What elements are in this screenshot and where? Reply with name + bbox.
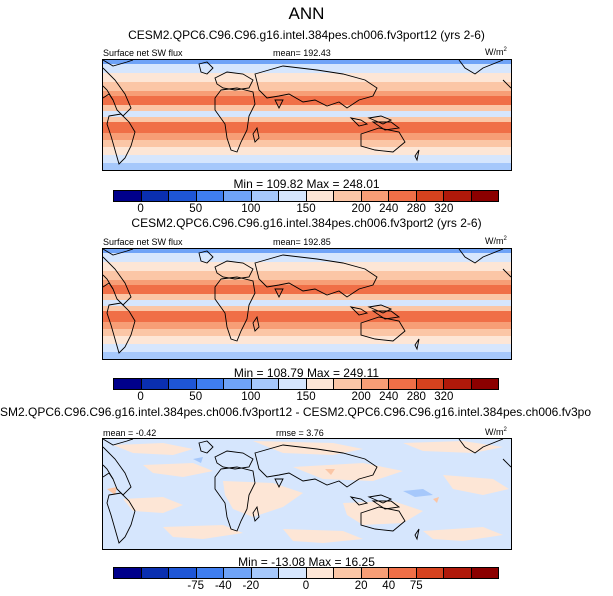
panel-2-heading: CESM2.QPC6.C96.C96.g16.intel.384pes.ch00… <box>131 216 482 230</box>
colorbar-swatch <box>389 191 417 201</box>
colorbar-swatch <box>334 191 362 201</box>
panel-1-map <box>102 59 512 171</box>
colorbar-tick-label: -75 <box>187 580 205 592</box>
colorbar-swatch <box>416 379 444 389</box>
panel-2-colorbar <box>113 378 499 390</box>
colorbar-swatch <box>141 568 169 578</box>
colorbar-swatch <box>169 191 197 201</box>
colorbar-tick-label: -20 <box>242 580 260 592</box>
panel-1-colorbar <box>113 190 499 202</box>
colorbar-tick-label: 100 <box>241 391 261 403</box>
colorbar-swatch <box>251 191 279 201</box>
colorbar-swatch <box>389 379 417 389</box>
panel-1-variable-label: Surface net SW flux <box>103 48 183 58</box>
colorbar-swatch <box>279 191 307 201</box>
panel-2-variable-label: Surface net SW flux <box>103 237 183 247</box>
panel-3-colorbar <box>113 567 499 579</box>
colorbar-tick-label: 200 <box>351 391 371 403</box>
colorbar-tick-label: 0 <box>302 580 310 592</box>
panel-3-map <box>102 438 512 550</box>
panel-3-heading: SM2.QPC6.C96.C96.g16.intel.384pes.ch006.… <box>0 405 592 419</box>
colorbar-swatch <box>114 568 142 578</box>
panel-1-mean-label: mean= 192.43 <box>273 48 331 58</box>
colorbar-swatch <box>471 379 498 389</box>
colorbar-swatch <box>224 568 252 578</box>
colorbar-tick-label: 20 <box>354 580 368 592</box>
colorbar-swatch <box>251 379 279 389</box>
panel-1-stats: Min = 109.82 Max = 248.01 <box>233 177 380 191</box>
colorbar-swatch <box>196 568 224 578</box>
colorbar-swatch <box>306 568 334 578</box>
colorbar-tick-label: -40 <box>214 580 232 592</box>
colorbar-swatch <box>141 191 169 201</box>
colorbar-tick-label: 75 <box>409 580 423 592</box>
colorbar-swatch <box>471 191 498 201</box>
panel-1-heading: CESM2.QPC6.C96.C96.g16.intel.384pes.ch00… <box>128 28 485 42</box>
colorbar-tick-label: 100 <box>241 203 261 215</box>
colorbar-swatch <box>251 568 279 578</box>
panel-2-map-plot <box>102 248 512 359</box>
panel-2-stats: Min = 108.79 Max = 249.11 <box>233 366 380 380</box>
panel-1-map-plot <box>102 59 512 170</box>
colorbar-swatch <box>444 191 472 201</box>
colorbar-tick-label: 0 <box>137 203 144 215</box>
colorbar-swatch <box>114 379 142 389</box>
colorbar-swatch <box>169 568 197 578</box>
colorbar-tick-label: 50 <box>189 203 203 215</box>
colorbar-swatch <box>444 379 472 389</box>
colorbar-swatch <box>196 379 224 389</box>
colorbar-swatch <box>361 191 389 201</box>
colorbar-swatch <box>169 379 197 389</box>
panel-3-unit: W/m2 <box>485 427 507 437</box>
panel-3-map-plot <box>102 438 512 549</box>
colorbar-swatch <box>114 191 142 201</box>
colorbar-tick-label: 240 <box>379 391 399 403</box>
colorbar-tick-label: 320 <box>434 203 454 215</box>
colorbar-swatch <box>416 191 444 201</box>
colorbar-tick-label: 150 <box>296 203 316 215</box>
colorbar-tick-label: 50 <box>189 391 203 403</box>
colorbar-swatch <box>279 379 307 389</box>
colorbar-tick-label: 240 <box>379 203 399 215</box>
panel-2-map <box>102 248 512 360</box>
colorbar-swatch <box>306 191 334 201</box>
panel-3-rmse-label: rmse = 3.76 <box>276 428 324 438</box>
colorbar-swatch <box>361 379 389 389</box>
figure-title: ANN <box>288 4 325 23</box>
panel-1-unit: W/m2 <box>485 47 507 57</box>
colorbar-swatch <box>334 379 362 389</box>
colorbar-tick-label: 150 <box>296 391 316 403</box>
colorbar-tick-label: 0 <box>137 391 144 403</box>
colorbar-swatch <box>361 568 389 578</box>
panel-2-unit: W/m2 <box>485 236 507 246</box>
panel-3-mean-label: mean = -0.42 <box>103 428 157 438</box>
colorbar-swatch <box>389 568 417 578</box>
panel-2-mean-label: mean= 192.85 <box>273 237 331 247</box>
colorbar-tick-label: 280 <box>406 391 426 403</box>
colorbar-tick-label: 320 <box>434 391 454 403</box>
colorbar-swatch <box>416 568 444 578</box>
colorbar-swatch <box>224 191 252 201</box>
colorbar-tick-label: 280 <box>406 203 426 215</box>
colorbar-swatch <box>279 568 307 578</box>
colorbar-swatch <box>224 379 252 389</box>
colorbar-swatch <box>444 568 472 578</box>
colorbar-tick-label: 200 <box>351 203 371 215</box>
colorbar-tick-label: 40 <box>382 580 396 592</box>
colorbar-swatch <box>196 191 224 201</box>
colorbar-swatch <box>306 379 334 389</box>
panel-3-stats: Min = -13.08 Max = 16.25 <box>238 555 375 569</box>
colorbar-swatch <box>334 568 362 578</box>
colorbar-swatch <box>471 568 498 578</box>
colorbar-swatch <box>141 379 169 389</box>
